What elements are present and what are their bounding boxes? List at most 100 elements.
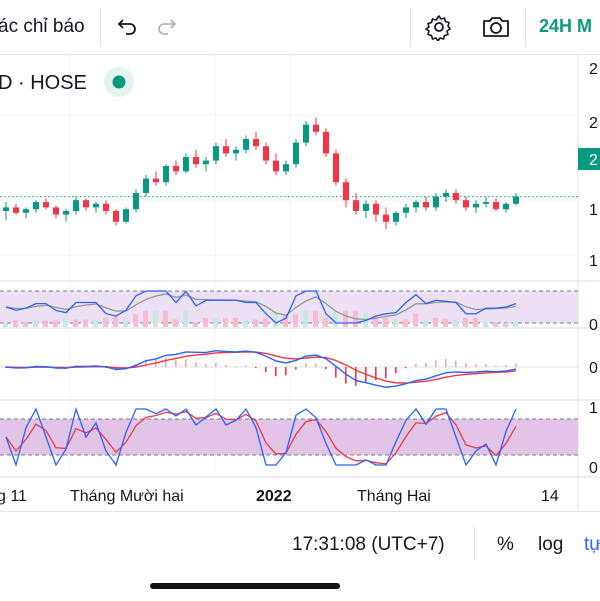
toolbar-divider: [410, 8, 411, 46]
candle: [33, 200, 39, 213]
time-axis-label: g 11: [0, 488, 27, 505]
indicators-button[interactable]: ác chỉ báo: [0, 16, 85, 37]
candle-body: [173, 166, 179, 172]
stochastic-pane: [0, 406, 578, 468]
candle-body: [403, 207, 409, 213]
candle-body: [83, 200, 89, 208]
price-tag-label: 2: [589, 152, 598, 169]
volume-bar: [263, 317, 268, 327]
volume-bar: [53, 320, 58, 327]
candle: [123, 207, 129, 224]
timeframe-button[interactable]: 24H M: [539, 16, 593, 36]
volume-bar: [283, 314, 288, 327]
macd-histogram-bar: [165, 357, 167, 367]
candle: [273, 153, 279, 175]
macd-histogram-bar: [275, 367, 277, 377]
volume-bar: [253, 319, 258, 327]
candle-body: [283, 164, 289, 172]
candle-body: [23, 209, 29, 213]
macd-pane: [0, 349, 578, 388]
undo-icon: [117, 19, 136, 35]
volume-bar: [133, 314, 138, 327]
undo-button[interactable]: [110, 8, 144, 46]
volume-bar: [93, 319, 98, 327]
macd-histogram-bar: [5, 367, 7, 368]
candle: [443, 189, 449, 202]
log-scale-toggle[interactable]: log: [538, 534, 564, 555]
macd-histogram-bar: [415, 364, 417, 367]
candle-body: [383, 214, 389, 222]
rsi-pane: [0, 290, 578, 327]
candle: [103, 200, 109, 215]
symbol-legend[interactable]: D · HOSE: [0, 67, 134, 97]
candle-body: [73, 200, 79, 211]
candle: [353, 193, 359, 215]
macd-histogram-bar: [335, 367, 337, 378]
candle: [213, 142, 219, 165]
redo-icon: [158, 19, 177, 35]
volume-bar: [403, 319, 408, 327]
price-axis-label: 1: [589, 253, 598, 270]
pane-separators: [0, 55, 600, 511]
price-chart[interactable]: D · HOSE 2 2 1 1 0 0 1 0 2 g 11 Tháng Mư…: [0, 55, 600, 511]
volume-bar: [83, 319, 88, 327]
candle-body: [393, 212, 399, 222]
volume-bar: [293, 314, 298, 327]
chart-toolbar: ác chỉ báo 24H M: [0, 0, 600, 55]
volume-bar: [463, 317, 468, 327]
volume-bar: [43, 320, 48, 327]
candle-body: [93, 203, 99, 208]
candle-body: [63, 211, 69, 215]
macd-histogram-bar: [355, 367, 357, 386]
volume-bar: [303, 310, 308, 327]
volume-bar: [313, 310, 318, 327]
candle: [83, 198, 89, 211]
candle: [3, 202, 9, 220]
screenshot-button[interactable]: [476, 8, 516, 46]
auto-scale-toggle[interactable]: tự: [584, 534, 600, 555]
toolbar-divider: [100, 8, 101, 46]
candle-body: [473, 203, 479, 208]
volume-bar: [483, 322, 488, 327]
volume-bar: [453, 319, 458, 327]
candle: [453, 189, 459, 204]
volume-bar: [503, 323, 508, 327]
percent-scale-toggle[interactable]: %: [497, 534, 514, 555]
price-tag-bg: [578, 148, 600, 170]
stoch-k-line: [5, 406, 517, 468]
candle-body: [243, 139, 249, 150]
candle-body: [233, 149, 239, 154]
macd-histogram-bar: [265, 367, 267, 373]
candle: [473, 200, 479, 213]
candle: [393, 211, 399, 226]
candle: [173, 160, 179, 175]
stoch-axis-bottom-label: 0: [589, 460, 598, 477]
candle-body: [253, 139, 259, 147]
candle-body: [503, 203, 509, 210]
macd-histogram-bar: [435, 360, 437, 367]
candle-body: [193, 157, 199, 165]
volume-bar: [383, 317, 388, 327]
bottom-divider: [474, 526, 475, 560]
volume-bar: [73, 319, 78, 327]
macd-histogram-bar: [115, 367, 117, 371]
macd-histogram-bar: [235, 366, 237, 368]
macd-histogram-bar: [325, 367, 327, 370]
candle-body: [203, 160, 209, 165]
timezone-clock[interactable]: 17:31:08 (UTC+7): [292, 534, 445, 555]
volume-bar: [3, 323, 8, 327]
candle-body: [463, 200, 469, 208]
volume-bar: [393, 318, 398, 327]
volume-bar: [153, 310, 158, 327]
chart-grid: [0, 55, 578, 477]
volume-bar: [143, 310, 148, 327]
volume-bar: [223, 317, 228, 327]
settings-button[interactable]: [420, 8, 458, 46]
volume-bar: [243, 319, 248, 327]
candle: [73, 196, 79, 215]
candle-body: [433, 196, 439, 208]
redo-button[interactable]: [150, 8, 184, 46]
candle: [143, 175, 149, 197]
stoch-axis-top-label: 1: [589, 400, 598, 417]
macd-histogram-bar: [405, 367, 407, 369]
